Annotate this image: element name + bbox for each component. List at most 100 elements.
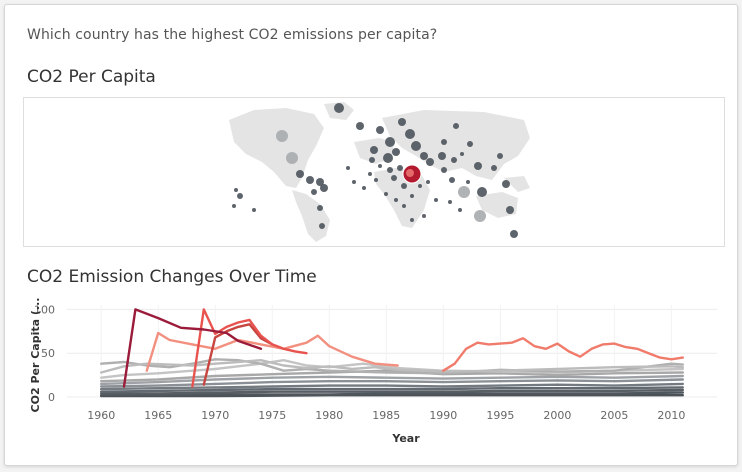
- country-dot[interactable]: [368, 172, 372, 176]
- map-title: CO2 Per Capita: [27, 67, 156, 87]
- country-dot[interactable]: [497, 153, 503, 159]
- series-line[interactable]: [100, 388, 684, 395]
- x-tick-label: 2005: [600, 409, 628, 422]
- series-line[interactable]: [191, 308, 308, 388]
- country-dot[interactable]: [474, 210, 486, 222]
- landmass-0: [229, 108, 324, 188]
- country-dot[interactable]: [296, 170, 304, 178]
- country-dot[interactable]: [448, 200, 452, 204]
- series-line[interactable]: [100, 358, 684, 375]
- country-dot[interactable]: [451, 157, 457, 163]
- series-line[interactable]: [202, 323, 274, 386]
- country-dot[interactable]: [418, 184, 422, 188]
- country-dot[interactable]: [411, 141, 421, 151]
- country-dot[interactable]: [458, 186, 470, 198]
- country-dot[interactable]: [387, 167, 393, 173]
- country-dot[interactable]: [311, 189, 317, 195]
- land-shapes: [229, 102, 530, 242]
- line-chart[interactable]: 0 50 100 1960 1965 1970 1975 1980 1985 1990 1995 20…: [5, 295, 737, 460]
- country-dot[interactable]: [474, 162, 482, 170]
- series-line[interactable]: [100, 359, 684, 374]
- country-markers[interactable]: [232, 103, 518, 238]
- question-text: Which country has the highest CO2 emissi…: [27, 27, 438, 43]
- country-dot[interactable]: [467, 141, 473, 147]
- series-line[interactable]: [145, 331, 399, 372]
- country-dot[interactable]: [477, 187, 487, 197]
- country-dot[interactable]: [438, 152, 446, 160]
- country-dot[interactable]: [320, 184, 328, 192]
- country-dot[interactable]: [441, 139, 447, 145]
- series-line[interactable]: [442, 337, 684, 372]
- country-dot[interactable]: [374, 178, 378, 182]
- country-dot[interactable]: [346, 166, 350, 170]
- country-dot[interactable]: [316, 178, 324, 186]
- country-dot[interactable]: [356, 122, 364, 130]
- country-dot[interactable]: [369, 157, 375, 163]
- country-dot[interactable]: [422, 214, 426, 218]
- country-dot[interactable]: [394, 198, 398, 202]
- series-group: [100, 308, 684, 398]
- series-line[interactable]: [100, 374, 684, 386]
- country-dot[interactable]: [405, 129, 415, 139]
- highlighted-country-dot-inner: [406, 169, 414, 177]
- country-dot[interactable]: [384, 192, 388, 196]
- country-dot[interactable]: [458, 208, 462, 212]
- series-line[interactable]: [100, 386, 684, 393]
- country-dot[interactable]: [378, 164, 382, 168]
- map-svg[interactable]: [24, 98, 724, 246]
- country-dot[interactable]: [410, 194, 414, 198]
- country-dot[interactable]: [466, 180, 470, 184]
- country-dot[interactable]: [510, 230, 518, 238]
- series-line[interactable]: [122, 308, 263, 388]
- country-dot[interactable]: [276, 130, 288, 142]
- x-tick-label: 1985: [372, 409, 400, 422]
- country-dot[interactable]: [370, 146, 378, 154]
- country-dot[interactable]: [420, 152, 428, 160]
- y-tick-label: 100: [34, 303, 55, 316]
- country-dot[interactable]: [383, 153, 393, 163]
- country-dot[interactable]: [460, 152, 464, 156]
- country-dot[interactable]: [398, 118, 406, 126]
- landmass-4: [374, 168, 430, 228]
- series-line[interactable]: [100, 382, 684, 391]
- country-dot[interactable]: [306, 176, 314, 184]
- x-tick-label: 1960: [87, 409, 115, 422]
- line-chart-svg[interactable]: 0 50 100 1960 1965 1970 1975 1980 1985 1990 1995 20…: [5, 295, 737, 460]
- country-dot[interactable]: [397, 165, 403, 171]
- y-tick-label: 0: [48, 391, 55, 404]
- country-dot[interactable]: [392, 148, 400, 156]
- country-dot[interactable]: [334, 103, 344, 113]
- country-dot[interactable]: [232, 204, 236, 208]
- country-dot[interactable]: [362, 186, 366, 190]
- country-dot[interactable]: [426, 158, 434, 166]
- country-dot[interactable]: [352, 180, 356, 184]
- series-line[interactable]: [100, 394, 684, 398]
- country-dot[interactable]: [426, 180, 430, 184]
- country-dot[interactable]: [410, 218, 414, 222]
- country-dot[interactable]: [385, 137, 395, 147]
- series-line[interactable]: [100, 359, 684, 379]
- country-dot[interactable]: [317, 205, 323, 211]
- country-dot[interactable]: [502, 180, 510, 188]
- country-dot[interactable]: [252, 208, 256, 212]
- country-dot[interactable]: [449, 177, 455, 183]
- country-dot[interactable]: [237, 193, 243, 199]
- country-dot[interactable]: [401, 183, 407, 189]
- country-dot[interactable]: [286, 152, 298, 164]
- country-dot[interactable]: [506, 206, 514, 214]
- country-dot[interactable]: [376, 126, 384, 134]
- series-line[interactable]: [100, 378, 684, 388]
- co2-map[interactable]: [23, 97, 725, 247]
- y-axis-title: CO2 Per Capita (...: [29, 298, 42, 413]
- country-dot[interactable]: [391, 175, 397, 181]
- country-dot[interactable]: [234, 188, 238, 192]
- country-dot[interactable]: [319, 223, 325, 229]
- series-line[interactable]: [100, 391, 684, 397]
- country-dot[interactable]: [441, 167, 447, 173]
- x-tick-label: 1980: [315, 409, 343, 422]
- country-dot[interactable]: [453, 123, 459, 129]
- country-dot[interactable]: [434, 198, 438, 202]
- country-dot[interactable]: [491, 165, 497, 171]
- series-line[interactable]: [100, 369, 684, 383]
- country-dot[interactable]: [402, 204, 406, 208]
